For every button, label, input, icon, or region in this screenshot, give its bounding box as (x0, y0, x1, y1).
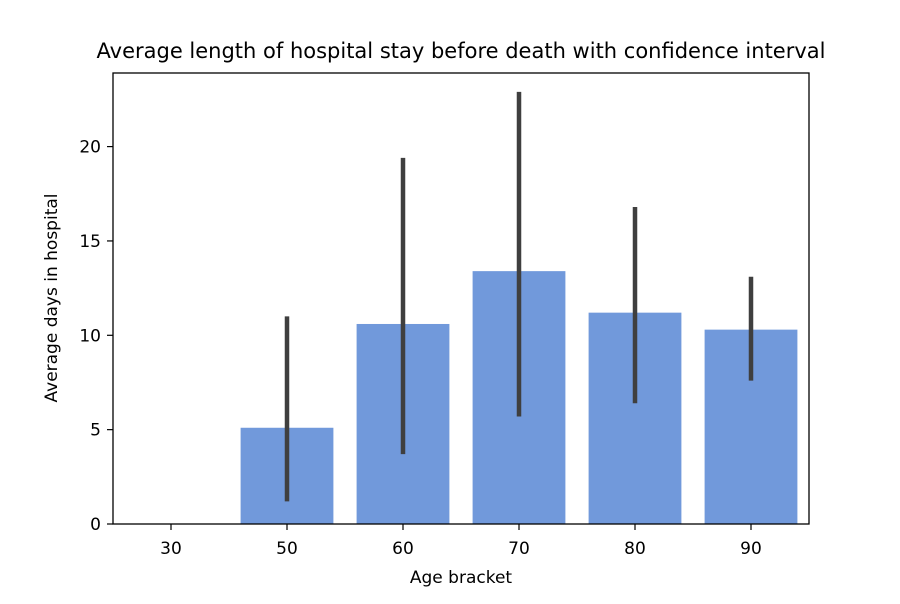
plot-area: 30 50 60 70 80 90 0 5 10 15 20 (79, 73, 809, 559)
x-tick-label: 60 (392, 539, 414, 559)
y-tick-label: 0 (90, 515, 101, 535)
x-tick-label: 30 (160, 539, 182, 559)
y-tick-label: 10 (79, 326, 101, 346)
x-tick-label: 70 (508, 539, 530, 559)
x-tick-label: 50 (276, 539, 298, 559)
y-tick-label: 20 (79, 138, 101, 158)
x-axis-label: Age bracket (410, 568, 513, 588)
chart-title: Average length of hospital stay before d… (97, 39, 826, 63)
x-tick-label: 80 (624, 539, 646, 559)
y-axis-label: Average days in hospital (42, 194, 62, 403)
y-tick-label: 15 (79, 232, 101, 252)
y-tick-label: 5 (90, 421, 101, 441)
x-tick-label: 90 (740, 539, 762, 559)
